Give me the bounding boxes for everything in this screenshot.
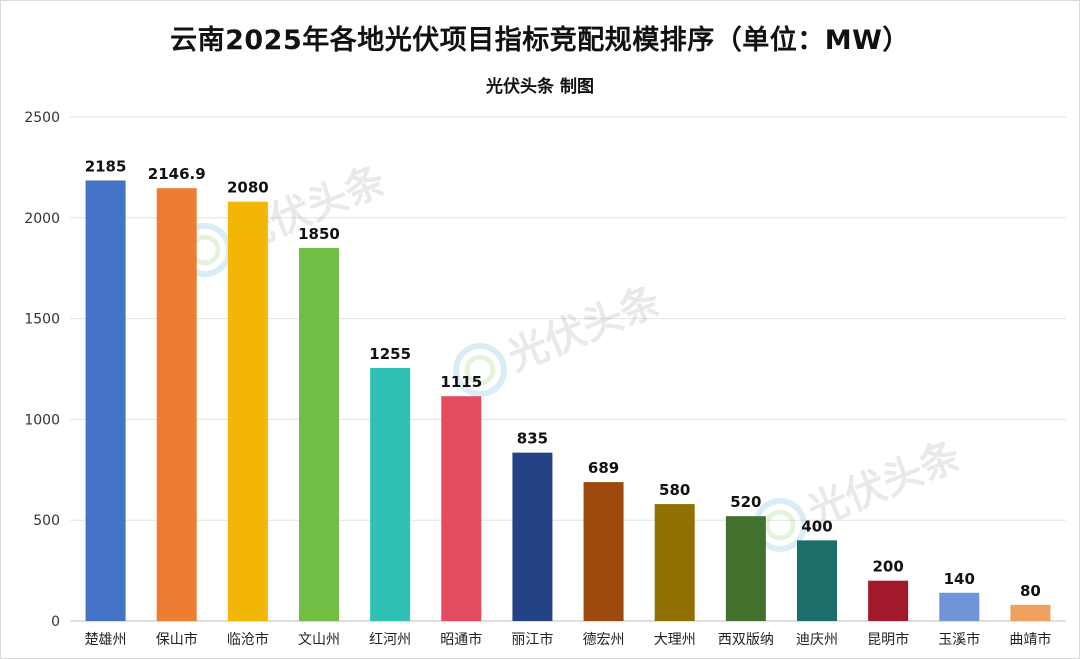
y-tick-label: 1500 [24, 312, 60, 328]
data-label: 1850 [298, 225, 340, 243]
data-label: 689 [588, 459, 619, 477]
x-tick-label: 文山州 [298, 632, 340, 648]
data-label: 2146.9 [148, 165, 206, 183]
y-tick-label: 500 [33, 513, 60, 529]
data-label: 2185 [85, 158, 127, 176]
x-axis-tick-labels: 楚雄州 保山市 临沧市 文山州 红河州 昭通市 丽江市 德宏州 大理州 西双版纳 迪庆州 昆明市 玉溪市… [85, 631, 1052, 648]
bar [299, 248, 339, 622]
data-label: 2080 [227, 179, 269, 197]
x-tick-label: 楚雄州 [85, 632, 127, 648]
y-tick-label: 2000 [24, 211, 60, 227]
bar [156, 188, 197, 621]
data-label: 835 [517, 430, 548, 448]
x-tick-label: 西双版纳 [718, 632, 774, 648]
watermark-text: 光伏头条 [501, 278, 667, 381]
x-tick-label: 昭通市 [440, 631, 482, 648]
bar [512, 452, 553, 621]
bar [797, 540, 837, 621]
bar [939, 592, 980, 621]
watermark: 光伏头条 [178, 158, 392, 277]
x-tick-label: 曲靖市 [1009, 631, 1051, 648]
x-tick-label: 保山市 [156, 631, 198, 648]
bar [441, 396, 482, 621]
x-tick-label: 红河州 [369, 632, 411, 648]
bar [85, 180, 126, 621]
watermark-logo-icon [453, 343, 507, 397]
x-tick-label: 玉溪市 [938, 631, 980, 648]
y-tick-label: 2500 [24, 110, 60, 126]
x-tick-label: 昆明市 [867, 631, 909, 648]
bar [725, 516, 766, 621]
data-labels: 2185 2146.9 2080 1850 1255 1115 835 689 580 520 40… [85, 158, 1041, 600]
x-tick-label: 大理州 [654, 632, 696, 648]
bar [654, 504, 695, 621]
x-tick-label: 迪庆州 [796, 632, 838, 648]
data-label: 580 [659, 481, 690, 499]
data-label: 1255 [369, 345, 411, 363]
y-tick-label: 1000 [24, 412, 60, 428]
data-label: 140 [944, 570, 975, 588]
bar [370, 367, 411, 621]
data-label: 1115 [440, 373, 482, 391]
data-label: 400 [801, 517, 832, 535]
y-tick-label: 0 [51, 614, 60, 630]
gridlines [70, 116, 1066, 622]
bar [583, 482, 624, 621]
chart-subtitle: 光伏头条 制图 [486, 77, 594, 97]
data-label: 200 [872, 558, 903, 576]
watermark-logo-inner-icon [464, 354, 496, 386]
watermark-logo-inner-icon [764, 509, 796, 541]
data-label: 80 [1020, 582, 1041, 600]
x-tick-label: 丽江市 [511, 631, 553, 648]
x-tick-label: 德宏州 [583, 632, 625, 648]
y-axis-tick-labels: 0 500 1000 1500 2000 2500 [24, 110, 60, 630]
bar [227, 201, 268, 621]
bars [85, 180, 1051, 622]
chart-title: 云南2025年各地光伏项目指标竞配规模排序（单位：MW） [170, 25, 910, 56]
bar [1010, 604, 1051, 621]
data-label: 520 [730, 493, 761, 511]
x-tick-label: 临沧市 [227, 631, 269, 648]
bar [868, 580, 909, 621]
watermark: 光伏头条 [753, 433, 967, 552]
